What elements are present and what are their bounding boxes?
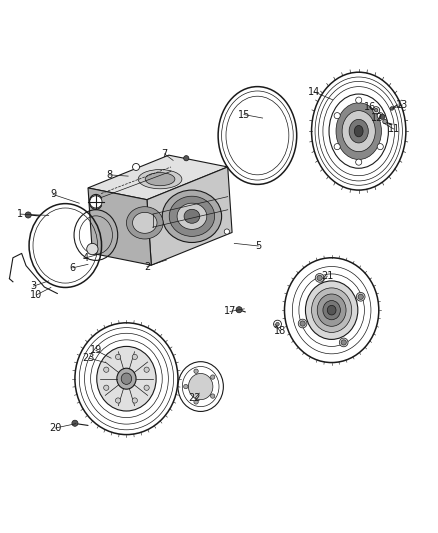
Circle shape [373,107,380,114]
Ellipse shape [145,173,175,185]
Circle shape [194,400,198,404]
Text: 16: 16 [364,102,376,112]
Ellipse shape [121,373,132,384]
Text: 15: 15 [238,110,250,119]
Circle shape [87,244,98,255]
Text: 3: 3 [30,281,36,291]
Text: 6: 6 [70,263,76,273]
Circle shape [144,367,149,373]
Circle shape [377,143,383,150]
Ellipse shape [342,111,375,152]
Circle shape [300,321,305,326]
Ellipse shape [184,209,200,223]
Text: 11: 11 [388,124,400,134]
Text: 12: 12 [371,113,383,123]
Circle shape [224,229,230,234]
Circle shape [211,394,215,398]
Ellipse shape [177,203,207,229]
Text: 13: 13 [396,100,409,110]
Ellipse shape [169,196,215,236]
Circle shape [356,159,362,165]
Circle shape [236,306,242,313]
Text: 1: 1 [17,209,23,219]
Circle shape [341,340,346,345]
Circle shape [116,354,121,360]
Text: 20: 20 [49,423,61,433]
Circle shape [184,384,188,389]
Ellipse shape [117,368,136,389]
Circle shape [357,293,365,301]
Ellipse shape [311,288,352,333]
Text: 18: 18 [274,326,286,336]
Text: 8: 8 [106,170,112,180]
Circle shape [334,112,340,119]
Circle shape [374,108,378,112]
Circle shape [339,338,348,347]
Text: 9: 9 [50,189,56,199]
Text: 21: 21 [321,271,333,281]
Circle shape [380,114,385,119]
Circle shape [116,398,121,403]
Circle shape [104,385,109,390]
Circle shape [25,212,31,218]
Text: 5: 5 [255,241,261,251]
Text: 2: 2 [144,262,150,271]
Circle shape [194,369,198,374]
Circle shape [334,143,340,150]
Circle shape [132,354,138,360]
Ellipse shape [97,346,156,411]
Circle shape [132,398,138,403]
Ellipse shape [323,301,340,320]
Circle shape [276,322,279,326]
Ellipse shape [133,212,157,233]
Ellipse shape [162,190,222,243]
Ellipse shape [327,305,336,315]
Polygon shape [88,188,151,265]
Text: 22: 22 [189,393,201,403]
Circle shape [315,273,324,282]
Circle shape [274,320,282,328]
Ellipse shape [317,294,346,326]
Circle shape [133,164,140,171]
Polygon shape [88,155,228,200]
Text: 19: 19 [90,345,102,356]
Circle shape [383,119,387,124]
Circle shape [144,385,149,390]
Text: 7: 7 [161,149,168,159]
Text: 10: 10 [30,290,42,300]
Ellipse shape [127,207,163,239]
Ellipse shape [138,169,182,189]
Circle shape [356,97,362,103]
Circle shape [390,107,394,110]
Ellipse shape [188,374,213,400]
Circle shape [358,294,363,300]
Circle shape [211,375,215,379]
Ellipse shape [305,281,358,340]
Circle shape [90,196,102,208]
Circle shape [298,319,307,328]
Circle shape [377,112,383,119]
Text: 14: 14 [308,87,320,97]
Text: 23: 23 [83,353,95,363]
Polygon shape [147,167,232,265]
Ellipse shape [336,103,381,159]
Ellipse shape [349,119,368,143]
Text: 4: 4 [83,253,89,263]
Circle shape [104,367,109,373]
Text: 17: 17 [224,306,236,317]
Circle shape [72,420,78,426]
Circle shape [184,156,189,161]
Ellipse shape [354,125,363,137]
Circle shape [317,275,322,280]
